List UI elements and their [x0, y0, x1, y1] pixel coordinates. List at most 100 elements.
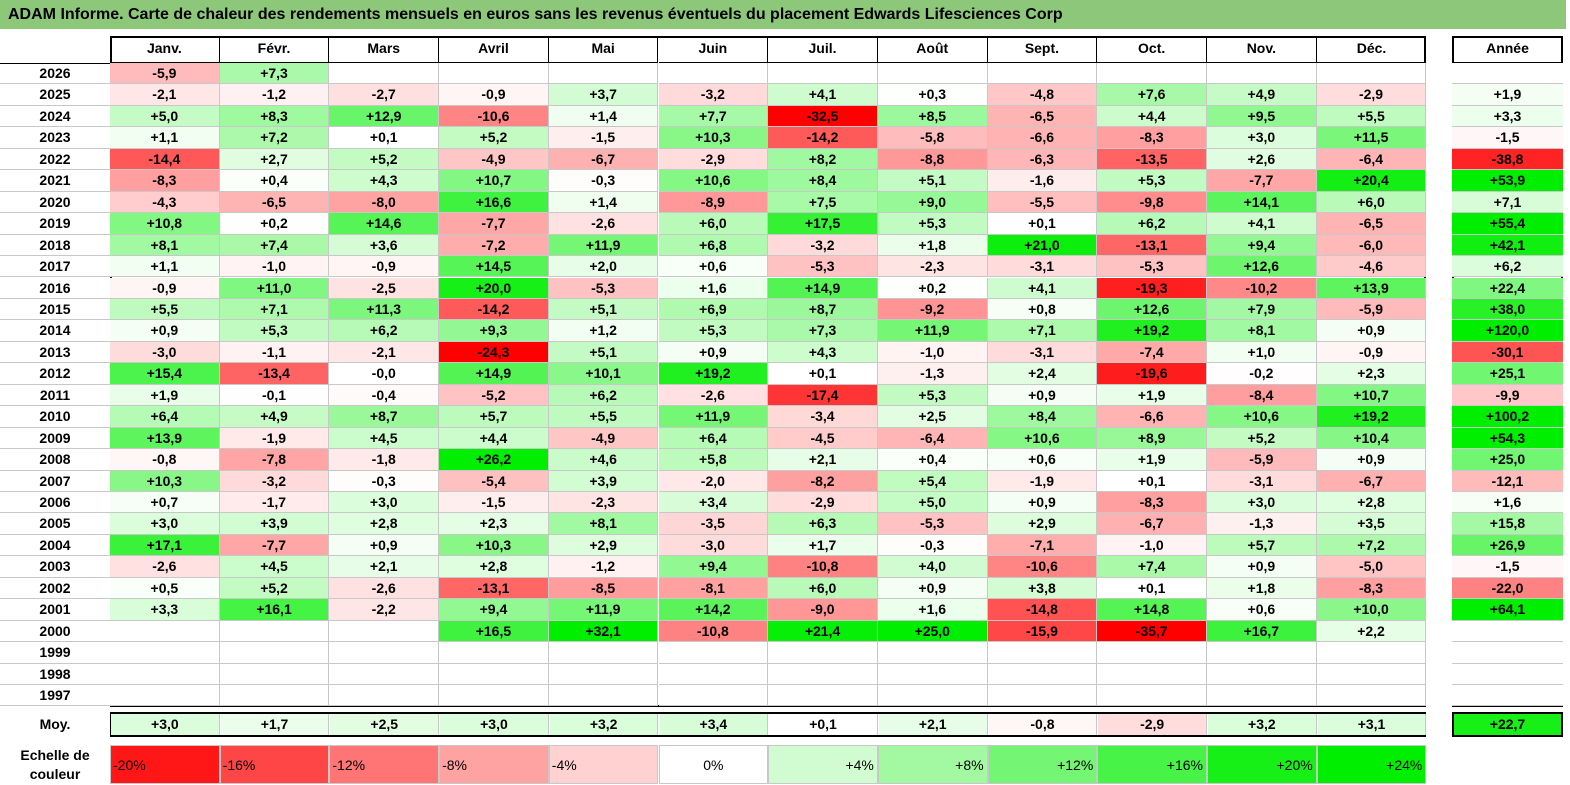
heatmap-cell: +5,1 — [877, 170, 988, 192]
heatmap-cell: -5,8 — [877, 127, 988, 149]
heatmap-cell: +9,4 — [1207, 234, 1317, 257]
heatmap-cell: -8,5 — [548, 577, 659, 600]
annual-cell: -9,9 — [1452, 384, 1563, 407]
heatmap-cell: +4,9 — [219, 406, 330, 428]
annual-cell: +3,3 — [1452, 105, 1563, 128]
heatmap-cell: +8,3 — [219, 105, 330, 128]
heatmap-cell: +21,4 — [768, 620, 878, 643]
scale-swatch: +20% — [1207, 744, 1317, 784]
column-header: Sept. — [987, 38, 1098, 63]
heatmap-cell: +8,4 — [768, 170, 878, 192]
heatmap-cell: -2,6 — [658, 384, 769, 407]
heatmap-cell: -0,9 — [439, 84, 549, 106]
heatmap-cell: -2,5 — [329, 277, 440, 299]
average-cell: +3,1 — [1317, 713, 1427, 735]
heatmap-cell: +4,4 — [1097, 105, 1207, 128]
row-year-label: 2025 — [0, 84, 110, 106]
heatmap-cell: +6,0 — [658, 213, 769, 235]
scale-swatch: -16% — [219, 744, 330, 784]
heatmap-cell: +4,4 — [439, 427, 549, 450]
scale-swatch: 0% — [658, 744, 769, 784]
heatmap-cell: -8,0 — [329, 191, 440, 214]
heatmap-cell: -4,5 — [768, 427, 878, 450]
heatmap-cell: +11,9 — [658, 406, 769, 428]
heatmap-cell: -0,4 — [329, 384, 440, 407]
heatmap-cell: +4,1 — [1207, 213, 1317, 235]
heatmap-cell — [110, 685, 220, 707]
heatmap-cell: +5,1 — [548, 341, 659, 364]
chart-title: ADAM Informe. Carte de chaleur des rende… — [0, 0, 1566, 29]
annual-cell: +64,1 — [1452, 599, 1563, 621]
heatmap-cell: -1,6 — [987, 170, 1098, 192]
heatmap-cell: +17,1 — [110, 534, 220, 557]
heatmap-cell: -6,5 — [1316, 213, 1427, 235]
annual-cell: +55,4 — [1452, 213, 1563, 235]
annual-cell: -30,1 — [1452, 341, 1563, 364]
heatmap-cell: -10,6 — [439, 105, 549, 128]
average-cell: +3,4 — [659, 713, 769, 735]
annual-cell: +53,9 — [1452, 170, 1563, 192]
heatmap-cell — [110, 620, 220, 643]
row-year-label: 2001 — [0, 599, 110, 621]
heatmap-cell: +7,4 — [1097, 556, 1207, 578]
heatmap-cell: +8,5 — [877, 105, 988, 128]
heatmap-cell: +7,7 — [658, 105, 769, 128]
heatmap-cell: +8,1 — [1207, 320, 1317, 342]
heatmap-cell: +4,3 — [329, 170, 440, 192]
heatmap-cell: +6,2 — [329, 320, 440, 342]
average-annual-cell: +22,7 — [1452, 711, 1563, 737]
heatmap-cell: -6,7 — [1316, 470, 1427, 492]
heatmap-cell: -3,1 — [987, 256, 1098, 278]
heatmap-cell: -3,0 — [658, 534, 769, 557]
heatmap-cell: +21,0 — [987, 234, 1098, 257]
row-year-label: 2020 — [0, 192, 110, 214]
heatmap-cell — [987, 685, 1098, 707]
heatmap-cell: -5,3 — [768, 256, 878, 278]
column-header: Déc. — [1316, 38, 1427, 63]
row-year-label: 2003 — [0, 556, 110, 578]
scale-swatch: -20% — [110, 744, 220, 784]
average-cell: +2,5 — [330, 713, 440, 735]
heatmap-cell — [768, 642, 878, 664]
annual-cell: +38,0 — [1452, 298, 1563, 321]
heatmap-cell: +7,1 — [987, 320, 1098, 342]
heatmap-cell: +5,2 — [329, 148, 440, 171]
column-header: Mars — [329, 38, 440, 63]
heatmap-cell: -0,1 — [219, 384, 330, 407]
heatmap-cell: +25,0 — [877, 620, 988, 643]
column-header: Nov. — [1207, 38, 1317, 63]
heatmap-cell: +2,8 — [1316, 492, 1427, 514]
heatmap-cell: +13,9 — [1316, 277, 1427, 299]
heatmap-cell: -5,3 — [877, 513, 988, 535]
heatmap-cell: -3,1 — [1207, 470, 1317, 492]
heatmap-cell: +2,4 — [987, 363, 1098, 385]
heatmap-cell: -2,9 — [658, 148, 769, 171]
heatmap-cell: +0,6 — [658, 256, 769, 278]
heatmap-cell: -2,2 — [329, 599, 440, 621]
heatmap-cell: -14,8 — [987, 599, 1098, 621]
heatmap-cell: -14,4 — [110, 148, 220, 171]
heatmap-cell: +0,9 — [987, 492, 1098, 514]
heatmap-cell: -15,9 — [987, 620, 1098, 643]
heatmap-cell: -1,0 — [877, 341, 988, 364]
heatmap-cell: -2,1 — [110, 84, 220, 106]
average-cell: +3,2 — [1208, 713, 1317, 735]
heatmap-cell: +6,0 — [768, 577, 878, 600]
heatmap-cell: -35,7 — [1097, 620, 1207, 643]
heatmap-cell: +20,0 — [439, 277, 549, 299]
heatmap-cell — [548, 663, 659, 686]
heatmap-cell: -0,0 — [329, 363, 440, 385]
annual-cell — [1452, 663, 1563, 686]
heatmap-cell: -5,9 — [110, 63, 220, 85]
heatmap-cell: +2,8 — [439, 556, 549, 578]
heatmap-cell: -0,3 — [877, 534, 988, 557]
scale-swatch: -8% — [439, 744, 549, 784]
heatmap-cell: +12,6 — [1097, 298, 1207, 321]
heatmap-cell: +0,2 — [877, 277, 988, 299]
heatmap-cell: +8,7 — [329, 406, 440, 428]
heatmap-cell: -8,9 — [658, 191, 769, 214]
heatmap-cell: +6,2 — [1097, 213, 1207, 235]
heatmap-cell: +3,7 — [548, 84, 659, 106]
heatmap-cell: +5,3 — [219, 320, 330, 342]
row-year-label: 2024 — [0, 106, 110, 128]
